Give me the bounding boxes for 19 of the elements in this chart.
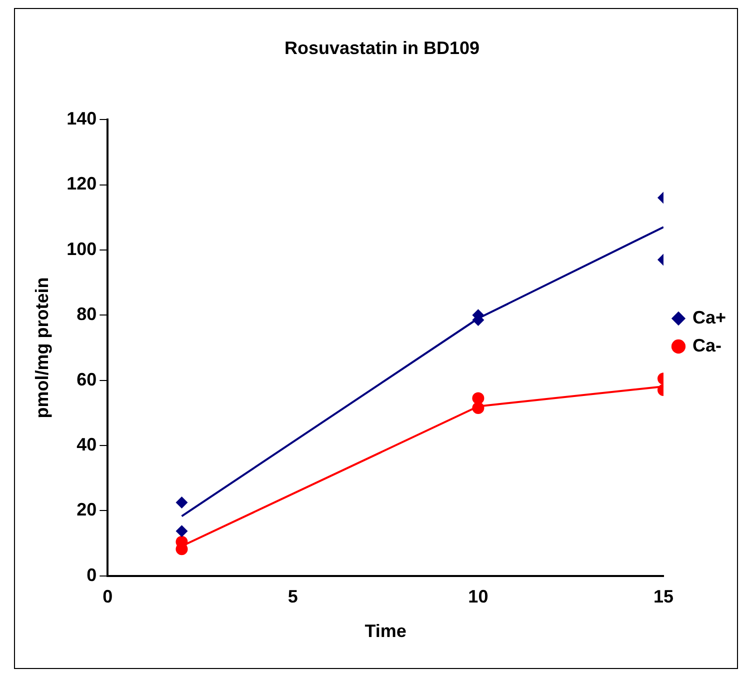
y-tick-label: 0 <box>86 564 97 585</box>
x-tick-label: 5 <box>288 586 298 607</box>
chart-title: Rosuvastatin in BD109 <box>284 38 480 58</box>
y-tick-label: 40 <box>76 434 97 454</box>
y-tick-label: 140 <box>66 108 97 129</box>
x-tick-label: 10 <box>468 586 488 607</box>
legend-label: Ca- <box>692 335 722 356</box>
y-tick-label: 80 <box>76 304 97 324</box>
x-axis-title: Time <box>364 621 406 642</box>
point <box>176 496 188 508</box>
x-tick-label: 15 <box>653 586 674 607</box>
y-tick-label: 60 <box>76 369 97 390</box>
x-tick-label: 0 <box>102 586 113 607</box>
y-tick-label: 20 <box>76 500 97 520</box>
legend-label: Ca+ <box>692 307 726 328</box>
y-tick-label: 100 <box>66 238 97 259</box>
y-axis-title: pmol/mg protein <box>32 277 52 418</box>
point <box>176 525 188 538</box>
y-tick-label: 120 <box>66 174 97 194</box>
